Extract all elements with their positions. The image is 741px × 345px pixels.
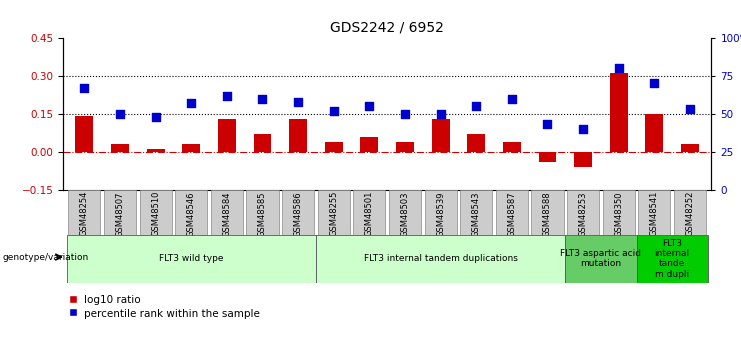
FancyBboxPatch shape (316, 235, 565, 283)
Point (435, 111, 447, 117)
FancyBboxPatch shape (531, 190, 563, 235)
Text: GSM48541: GSM48541 (650, 191, 659, 236)
Text: GSM48510: GSM48510 (151, 191, 160, 236)
Text: GSM48539: GSM48539 (436, 191, 445, 237)
Bar (574, 152, 592, 167)
Text: FLT3 internal tandem duplications: FLT3 internal tandem duplications (364, 254, 517, 263)
Text: FLT3 aspartic acid
mutation: FLT3 aspartic acid mutation (560, 249, 642, 268)
Text: GSM48255: GSM48255 (329, 191, 338, 236)
FancyBboxPatch shape (565, 235, 637, 283)
Text: GSM48588: GSM48588 (543, 191, 552, 237)
Point (79, 85, 90, 91)
Point (221, 93, 233, 98)
Text: GSM48585: GSM48585 (258, 191, 267, 237)
Bar (468, 134, 485, 152)
FancyBboxPatch shape (567, 190, 599, 235)
FancyBboxPatch shape (211, 190, 243, 235)
FancyBboxPatch shape (318, 190, 350, 235)
Text: GSM48503: GSM48503 (400, 191, 410, 237)
Text: GSM48546: GSM48546 (187, 191, 196, 237)
Bar (503, 142, 521, 152)
Point (577, 126, 589, 132)
Text: GSM48501: GSM48501 (365, 191, 374, 236)
Point (114, 111, 126, 117)
FancyBboxPatch shape (638, 190, 671, 235)
Bar (681, 144, 699, 152)
Text: GSM48350: GSM48350 (614, 191, 623, 237)
Text: GSM48253: GSM48253 (579, 191, 588, 237)
Bar (76, 116, 93, 152)
Point (256, 96, 268, 101)
Legend: log10 ratio, percentile rank within the sample: log10 ratio, percentile rank within the … (68, 295, 259, 318)
Bar (111, 144, 129, 152)
Text: GSM48254: GSM48254 (80, 191, 89, 236)
Point (328, 108, 339, 114)
Bar (218, 119, 236, 152)
Text: FLT3 wild type: FLT3 wild type (159, 254, 224, 263)
FancyBboxPatch shape (247, 190, 279, 235)
Bar (539, 152, 556, 162)
FancyBboxPatch shape (175, 190, 207, 235)
Text: FLT3
internal
tande
m dupli: FLT3 internal tande m dupli (654, 239, 690, 279)
Text: GSM48584: GSM48584 (222, 191, 231, 237)
Text: GSM48587: GSM48587 (508, 191, 516, 237)
FancyBboxPatch shape (139, 190, 172, 235)
Bar (610, 73, 628, 152)
FancyBboxPatch shape (637, 235, 708, 283)
Text: genotype/variation: genotype/variation (2, 253, 88, 262)
FancyBboxPatch shape (282, 190, 314, 235)
Bar (360, 137, 378, 152)
Point (684, 107, 696, 112)
Bar (289, 119, 307, 152)
Bar (645, 114, 663, 152)
Title: GDS2242 / 6952: GDS2242 / 6952 (330, 20, 444, 34)
Point (150, 114, 162, 120)
Point (399, 111, 411, 117)
Bar (182, 144, 200, 152)
FancyBboxPatch shape (67, 235, 316, 283)
Point (363, 104, 375, 109)
Point (471, 104, 482, 109)
Text: GSM48507: GSM48507 (116, 191, 124, 237)
FancyBboxPatch shape (425, 190, 456, 235)
FancyBboxPatch shape (353, 190, 385, 235)
Text: GSM48252: GSM48252 (685, 191, 694, 236)
FancyBboxPatch shape (68, 190, 100, 235)
Text: GSM48586: GSM48586 (293, 191, 302, 237)
Bar (396, 142, 414, 152)
FancyBboxPatch shape (389, 190, 421, 235)
FancyBboxPatch shape (674, 190, 706, 235)
Point (292, 99, 304, 105)
Text: GSM48543: GSM48543 (472, 191, 481, 237)
Bar (432, 119, 450, 152)
FancyBboxPatch shape (104, 190, 136, 235)
Bar (147, 149, 165, 152)
FancyBboxPatch shape (496, 190, 528, 235)
Bar (253, 134, 271, 152)
Point (506, 96, 518, 101)
FancyBboxPatch shape (460, 190, 492, 235)
Point (648, 81, 660, 86)
FancyBboxPatch shape (602, 190, 635, 235)
Point (185, 100, 197, 106)
Point (613, 66, 625, 71)
Bar (325, 142, 342, 152)
Point (542, 122, 554, 127)
